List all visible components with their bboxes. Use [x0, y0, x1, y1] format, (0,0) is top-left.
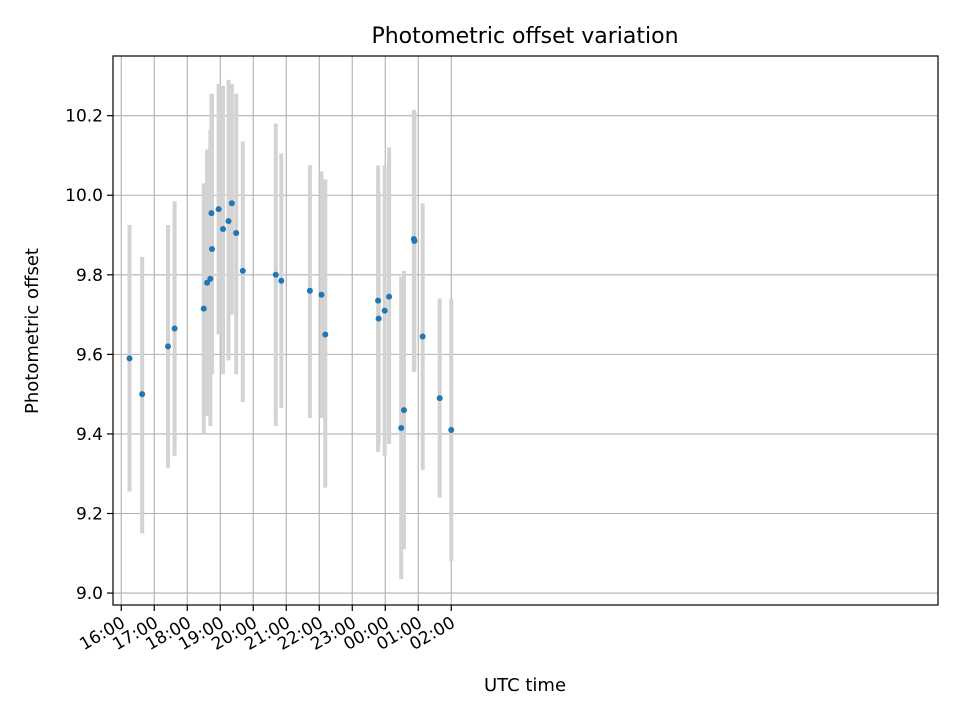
y-tick-label: 9.8	[76, 266, 103, 286]
data-point	[278, 277, 285, 284]
data-point	[419, 333, 426, 340]
data-point	[165, 343, 171, 350]
x-axis-label: UTC time	[484, 675, 566, 696]
data-point	[398, 424, 405, 431]
data-point	[322, 331, 329, 338]
data-point	[318, 291, 325, 298]
data-point	[272, 271, 279, 278]
data-point	[436, 395, 443, 402]
y-tick-label: 10.0	[65, 186, 103, 206]
data-point	[200, 305, 207, 312]
data-point	[381, 307, 388, 314]
y-axis-label: Photometric offset	[22, 248, 43, 414]
data-point	[386, 293, 393, 300]
data-point	[239, 267, 246, 274]
y-tick-label: 9.4	[76, 425, 103, 445]
y-tick-label: 9.6	[76, 345, 103, 365]
data-point	[375, 297, 382, 304]
data-point	[220, 226, 226, 233]
data-points	[126, 200, 455, 433]
data-point	[411, 237, 418, 244]
data-point	[215, 206, 222, 213]
y-tick-label: 9.0	[76, 584, 103, 604]
data-point	[448, 426, 455, 433]
y-tick-label: 9.2	[76, 505, 103, 525]
data-point	[233, 230, 240, 237]
data-point	[204, 279, 211, 286]
data-point	[225, 218, 232, 225]
plot-frame	[112, 55, 939, 606]
data-point	[400, 407, 407, 414]
chart-title: Photometric offset variation	[371, 24, 678, 49]
data-point	[228, 200, 235, 207]
data-point	[208, 210, 215, 217]
y-tick-label: 10.2	[65, 107, 103, 127]
data-point	[207, 275, 214, 282]
data-point	[139, 391, 146, 398]
data-point	[375, 315, 382, 322]
y-axis: 9.0 9.2 9.4 9.6 9.8 10.0 10.2	[65, 107, 113, 604]
data-point	[209, 245, 215, 252]
data-point	[306, 287, 313, 294]
data-point	[171, 325, 178, 332]
data-point	[126, 355, 133, 362]
